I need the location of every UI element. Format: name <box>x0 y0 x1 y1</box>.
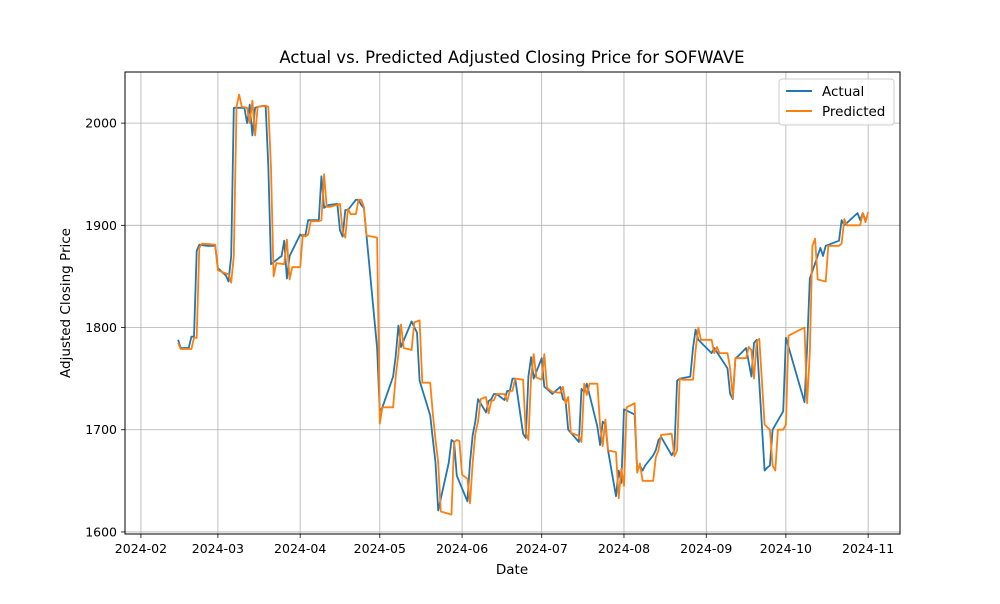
y-tick-label: 1600 <box>85 524 117 539</box>
x-tick-label: 2024-05 <box>354 541 406 556</box>
y-axis-label: Adjusted Closing Price <box>58 228 74 378</box>
x-tick-label: 2024-09 <box>680 541 732 556</box>
y-tick-label: 2000 <box>85 116 117 131</box>
x-tick-label: 2024-11 <box>842 541 894 556</box>
series-line-predicted <box>177 93 870 516</box>
x-tick-label: 2024-03 <box>192 541 244 556</box>
x-axis-label: Date <box>496 562 528 578</box>
chart-title: Actual vs. Predicted Adjusted Closing Pr… <box>279 48 744 67</box>
y-tick-label: 1800 <box>85 320 117 335</box>
y-tick-label: 1700 <box>85 422 117 437</box>
x-tick-label: 2024-10 <box>760 541 812 556</box>
legend: Actual Predicted <box>778 78 895 126</box>
series-lines <box>177 93 870 516</box>
plot-frame <box>124 71 901 535</box>
x-tick-label: 2024-04 <box>274 541 326 556</box>
legend-label-predicted: Predicted <box>822 104 885 120</box>
legend-label-actual: Actual <box>822 84 864 100</box>
x-tick-label: 2024-02 <box>115 541 167 556</box>
x-tick-label: 2024-06 <box>436 541 488 556</box>
x-tick-label: 2024-07 <box>516 541 568 556</box>
axis-ticks: 2024-02 2024-03 2024-04 2024-05 2024-06 2024-… <box>85 116 894 556</box>
gridlines <box>125 72 900 534</box>
x-tick-label: 2024-08 <box>598 541 650 556</box>
y-tick-label: 1900 <box>85 218 117 233</box>
